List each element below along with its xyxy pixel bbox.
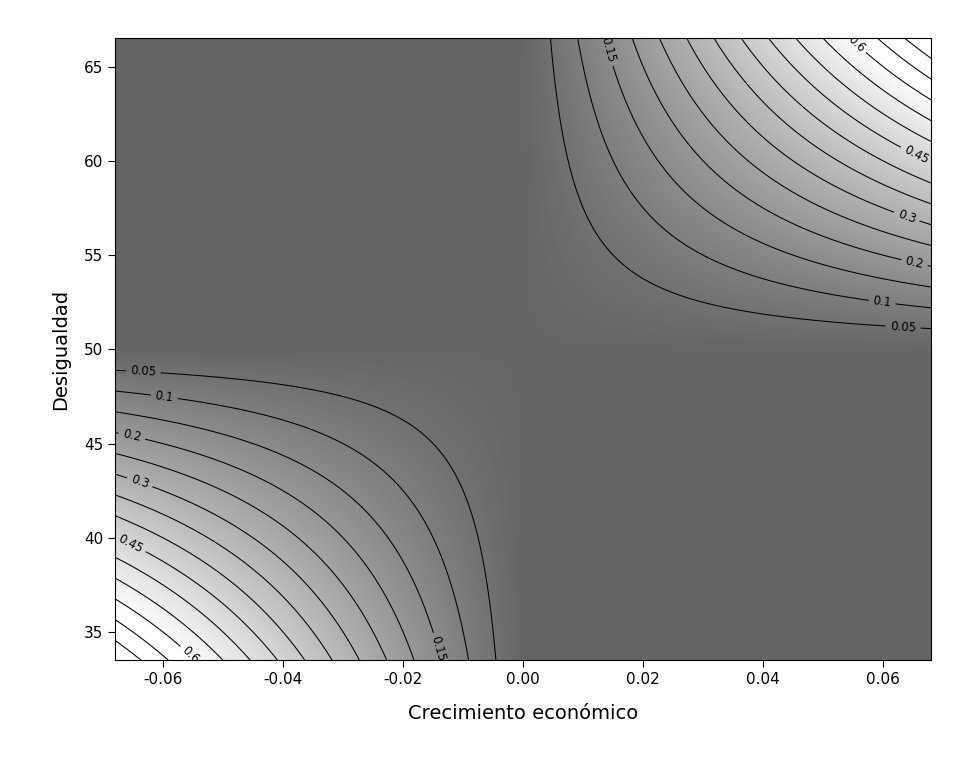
Text: 0.3: 0.3 [896,207,918,226]
Text: 0.2: 0.2 [121,428,142,445]
Text: 0.2: 0.2 [904,254,925,271]
Text: 0.6: 0.6 [845,32,867,55]
Text: 0.45: 0.45 [901,144,931,167]
Text: 0.45: 0.45 [115,532,145,555]
Text: 0.15: 0.15 [428,635,448,664]
Text: 0.1: 0.1 [872,294,892,310]
Text: 0.6: 0.6 [180,644,202,667]
Text: 0.05: 0.05 [890,319,917,334]
Text: 0.3: 0.3 [129,473,151,492]
X-axis label: Crecimiento económico: Crecimiento económico [408,704,638,723]
Text: 0.1: 0.1 [155,389,175,405]
Text: 0.05: 0.05 [130,365,156,379]
Y-axis label: Desigualdad: Desigualdad [51,289,70,410]
Text: 0.15: 0.15 [598,35,618,64]
